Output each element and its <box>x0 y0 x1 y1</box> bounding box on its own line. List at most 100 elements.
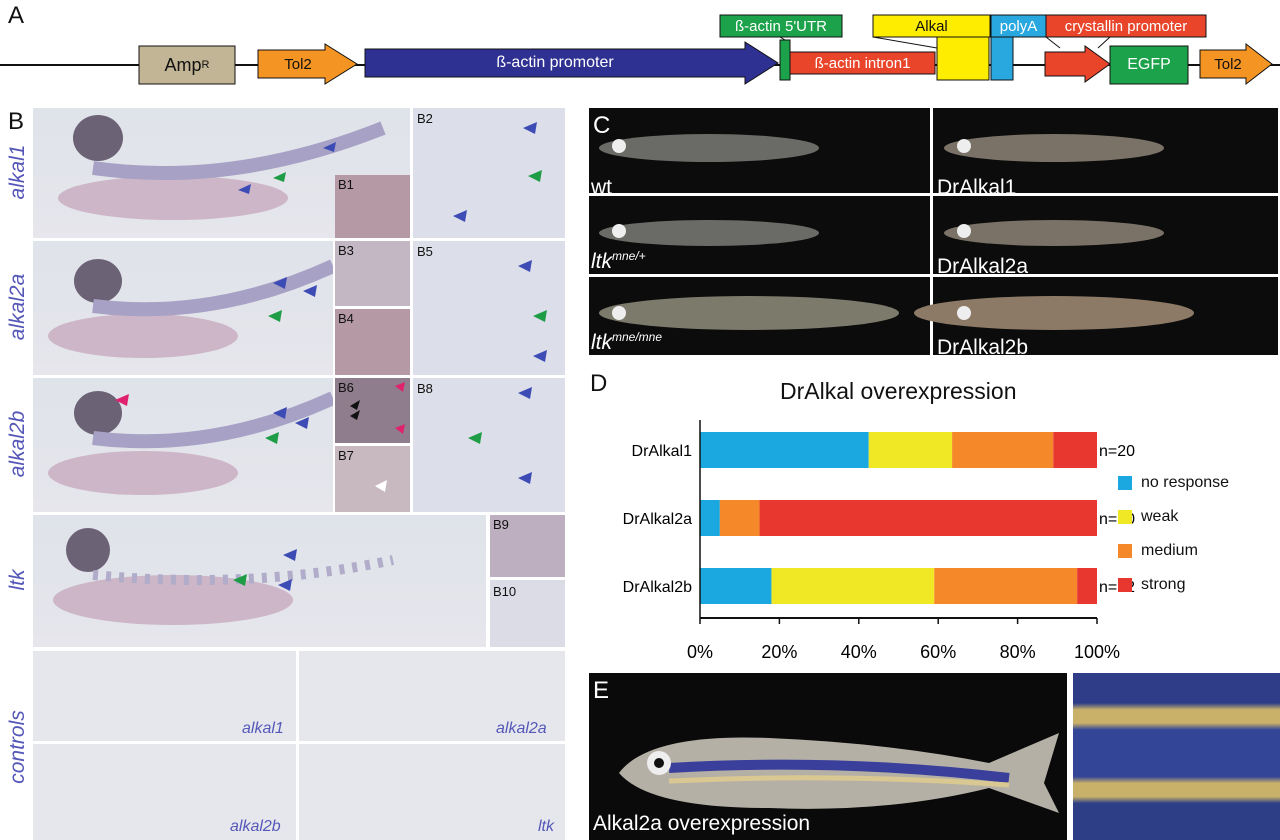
construct-diagram <box>0 14 1280 86</box>
utr-bar <box>779 39 791 81</box>
panel-e-caption: Alkal2a overexpression <box>593 812 811 835</box>
row-label-alkal2a: alkal2a <box>6 273 29 341</box>
control-label-alkal2b: alkal2b <box>230 818 281 835</box>
sub-label-b7: B7 <box>338 448 354 463</box>
alkal2a-embryo-image <box>33 241 333 375</box>
panel-label-a: A <box>8 2 25 29</box>
x-tick-label: 0% <box>687 642 713 662</box>
legend-item-medium: medium <box>1118 542 1198 560</box>
bar-segment-dralkal2a-strong <box>759 500 1097 536</box>
adult-fish-closeup <box>1073 673 1280 840</box>
fish-label-dralkal2a: DrAlkal2a <box>937 255 1029 278</box>
category-label-dralkal2a: DrAlkal2a <box>623 511 692 528</box>
crystallin-label-box <box>1045 14 1207 38</box>
panel-label-c: C <box>593 112 611 139</box>
bar-segment-dralkal2a-medium <box>719 500 760 536</box>
bactin-promoter-label: ß-actin promoter <box>496 54 614 71</box>
alkal-label: Alkal <box>915 17 948 35</box>
bar-segment-dralkal1-no-response <box>700 432 869 468</box>
sub-label-b10: B10 <box>493 584 517 599</box>
control-alkal1-image <box>33 651 296 741</box>
egfp-box <box>1109 45 1189 85</box>
intron-label: ß-actin intron1 <box>814 54 911 72</box>
legend-label: strong <box>1141 576 1186 593</box>
legend-swatch <box>1118 544 1132 558</box>
bar-segment-dralkal1-strong <box>1053 432 1097 468</box>
x-tick-label: 20% <box>761 642 797 662</box>
b5-inset <box>413 241 565 375</box>
utr-label-box <box>719 14 843 38</box>
stacked-bar-chart: DrAlkal1n=20DrAlkal2an=20DrAlkal2bn=220%… <box>623 420 1135 662</box>
polya-label: polyA <box>999 17 1038 35</box>
category-label-dralkal1: DrAlkal1 <box>632 443 693 460</box>
b6-inset <box>335 378 410 443</box>
tol2-right-arrow <box>1199 42 1273 86</box>
x-tick-label: 80% <box>1000 642 1036 662</box>
tol2-left-arrow <box>257 43 358 85</box>
panel-label-b: B <box>8 108 25 135</box>
legend-swatch <box>1118 476 1132 490</box>
bar-segment-dralkal2a-no-response <box>700 500 720 536</box>
n-label-dralkal1: n=20 <box>1099 443 1135 460</box>
legend-swatch <box>1118 578 1132 592</box>
fish-label-dralkal1: DrAlkal1 <box>937 176 1017 199</box>
bar-segment-dralkal2b-weak <box>771 568 935 604</box>
b7-inset <box>335 446 410 512</box>
legend-item-weak: weak <box>1118 508 1178 526</box>
bar-segment-dralkal2b-no-response <box>700 568 772 604</box>
x-tick-label: 40% <box>841 642 877 662</box>
fish-label-ltk-hom: ltkmne/mne <box>591 330 663 354</box>
legend-item-no-response: no response <box>1118 474 1229 492</box>
control-label-alkal2a: alkal2a <box>496 720 547 737</box>
control-alkal2b-image <box>33 744 296 840</box>
bactin-promoter-arrow <box>364 41 779 85</box>
b3-inset <box>335 241 410 306</box>
legend-item-strong: strong <box>1118 576 1185 594</box>
sub-label-b6: B6 <box>338 380 354 395</box>
sub-label-b8: B8 <box>417 381 433 396</box>
fish-label-dralkal2b: DrAlkal2b <box>937 336 1029 359</box>
legend-label: medium <box>1141 542 1198 559</box>
controls-label: controls <box>6 710 29 784</box>
alkal-box <box>936 35 990 81</box>
tol2-left-label: Tol2 <box>284 55 312 73</box>
bar-segment-dralkal2b-medium <box>934 568 1078 604</box>
adult-fish-photo <box>589 673 1067 840</box>
sub-label-b3: B3 <box>338 243 354 258</box>
intron-box <box>789 51 936 75</box>
polya-box <box>990 35 1014 81</box>
egfp-label: EGFP <box>1127 56 1171 73</box>
fish-silhouettes <box>599 134 1194 330</box>
x-tick-label: 100% <box>1074 642 1120 662</box>
chart-title: DrAlkal overexpression <box>780 378 1017 404</box>
sub-label-b2: B2 <box>417 111 433 126</box>
ampr-box <box>138 45 236 85</box>
row-label-alkal1: alkal1 <box>6 144 29 200</box>
alkal2b-embryo-image <box>33 378 333 512</box>
alkal-label-box <box>872 14 991 38</box>
b2-inset <box>413 108 565 238</box>
sub-label-b5: B5 <box>417 244 433 259</box>
b8-inset <box>413 378 565 512</box>
legend-label: weak <box>1141 508 1179 525</box>
control-ltk-image <box>299 744 565 840</box>
sub-label-b9: B9 <box>493 517 509 532</box>
row-label-alkal2b: alkal2b <box>6 410 29 478</box>
panel-label-d: D <box>590 370 608 397</box>
tol2-right-label: Tol2 <box>1214 55 1242 73</box>
category-label-dralkal2b: DrAlkal2b <box>623 579 692 596</box>
fish-label-wt: wt <box>591 176 612 199</box>
panel-label-e: E <box>593 677 610 704</box>
bar-segment-dralkal2b-strong <box>1077 568 1097 604</box>
b9-inset <box>490 515 565 577</box>
b1-inset <box>335 175 410 238</box>
crystallin-promoter-arrow <box>1044 45 1111 83</box>
ampr-label: Amp R <box>164 54 210 75</box>
control-label-alkal1: alkal1 <box>242 720 284 737</box>
sub-label-b4: B4 <box>338 311 354 326</box>
legend-swatch <box>1118 510 1132 524</box>
row-label-ltk: ltk <box>6 569 29 591</box>
control-label-ltk: ltk <box>538 818 554 835</box>
utr-label: ß-actin 5'UTR <box>734 17 828 35</box>
x-tick-label: 60% <box>920 642 956 662</box>
